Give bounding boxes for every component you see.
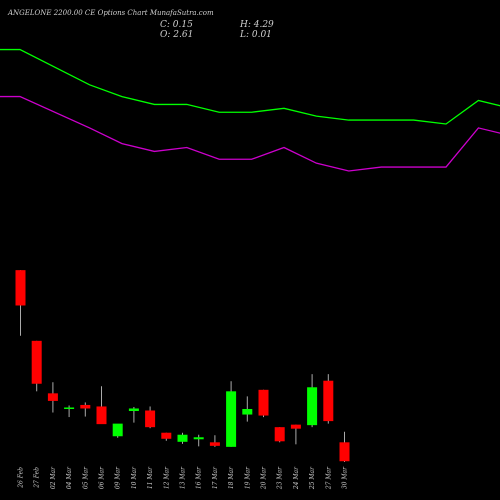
candles-layer	[15, 270, 350, 462]
candle	[193, 434, 204, 447]
candle-body	[323, 380, 334, 422]
x-tick-label: 13 Mar	[180, 466, 187, 489]
x-tick-label: 23 Mar	[277, 466, 284, 490]
x-tick-label: 20 Mar	[261, 466, 268, 490]
lines-layer	[0, 48, 500, 172]
candle	[242, 396, 253, 422]
candle	[226, 381, 237, 447]
x-tick-label: 19 Mar	[244, 466, 251, 489]
candle	[274, 427, 285, 443]
candle-body	[128, 408, 139, 412]
candle	[290, 424, 301, 445]
candle	[64, 405, 75, 418]
x-tick-label: 11 Mar	[147, 466, 154, 489]
candle-body	[242, 408, 253, 415]
x-tick-label: 27 Mar	[325, 466, 332, 490]
x-tick-label: 05 Mar	[82, 466, 89, 489]
x-tick-label: 10 Mar	[131, 466, 138, 489]
indicator-line-1	[0, 48, 500, 125]
candle-body	[64, 407, 75, 409]
candle	[112, 423, 123, 438]
candle	[145, 406, 156, 429]
candle-body	[193, 437, 204, 440]
candle-body	[274, 427, 285, 442]
candle	[96, 386, 107, 425]
candle-body	[80, 404, 91, 409]
candle	[177, 432, 188, 444]
x-tick-label: 30 Mar	[342, 466, 349, 489]
open-value: O: 2.61	[160, 30, 194, 40]
indicator-line-2	[0, 95, 500, 172]
candle-body	[47, 393, 58, 401]
low-value: L: 0.01	[240, 30, 272, 40]
x-tick-label: 27 Feb	[34, 467, 41, 489]
candle-body	[96, 406, 107, 425]
candle-body	[339, 442, 350, 462]
candle	[15, 270, 26, 336]
candle	[161, 432, 172, 441]
candle-body	[31, 340, 42, 384]
candle	[128, 406, 139, 423]
candle-body	[226, 391, 237, 447]
x-tick-label: 25 Mar	[309, 466, 316, 490]
x-tick-label: 26 Feb	[18, 467, 25, 489]
candle-body	[290, 424, 301, 429]
x-axis: 26 Feb 27 Feb 02 Mar 04 Mar 05 Mar 06 Mar 09 M…	[18, 466, 349, 490]
candle	[307, 374, 318, 428]
candle-body	[15, 270, 26, 306]
candle	[323, 374, 334, 424]
high-value: H: 4.29	[240, 20, 274, 30]
x-tick-label: 12 Mar	[163, 466, 170, 489]
candle	[80, 402, 91, 417]
close-value: C: 0.15	[160, 20, 193, 30]
candle	[339, 431, 350, 462]
candle-body	[112, 423, 123, 437]
x-tick-label: 06 Mar	[99, 466, 106, 489]
chart-title: ANGELONE 2200.00 CE Options Chart Munafa…	[8, 9, 214, 17]
x-tick-label: 02 Mar	[50, 466, 57, 489]
x-tick-label: 09 Mar	[115, 466, 122, 489]
candle-body	[161, 432, 172, 439]
candle-body	[307, 387, 318, 426]
candle-body	[177, 434, 188, 442]
candle	[47, 382, 58, 413]
candle-body	[209, 442, 220, 446]
x-tick-label: 16 Mar	[196, 466, 203, 489]
x-tick-label: 04 Mar	[66, 466, 73, 489]
candle-body	[145, 410, 156, 428]
x-tick-label: 17 Mar	[212, 466, 219, 489]
candle	[258, 389, 269, 418]
candle	[209, 435, 220, 447]
x-tick-label: 24 Mar	[293, 466, 300, 490]
x-tick-label: 18 Mar	[228, 466, 235, 489]
candle	[31, 340, 42, 392]
candle-body	[258, 389, 269, 416]
